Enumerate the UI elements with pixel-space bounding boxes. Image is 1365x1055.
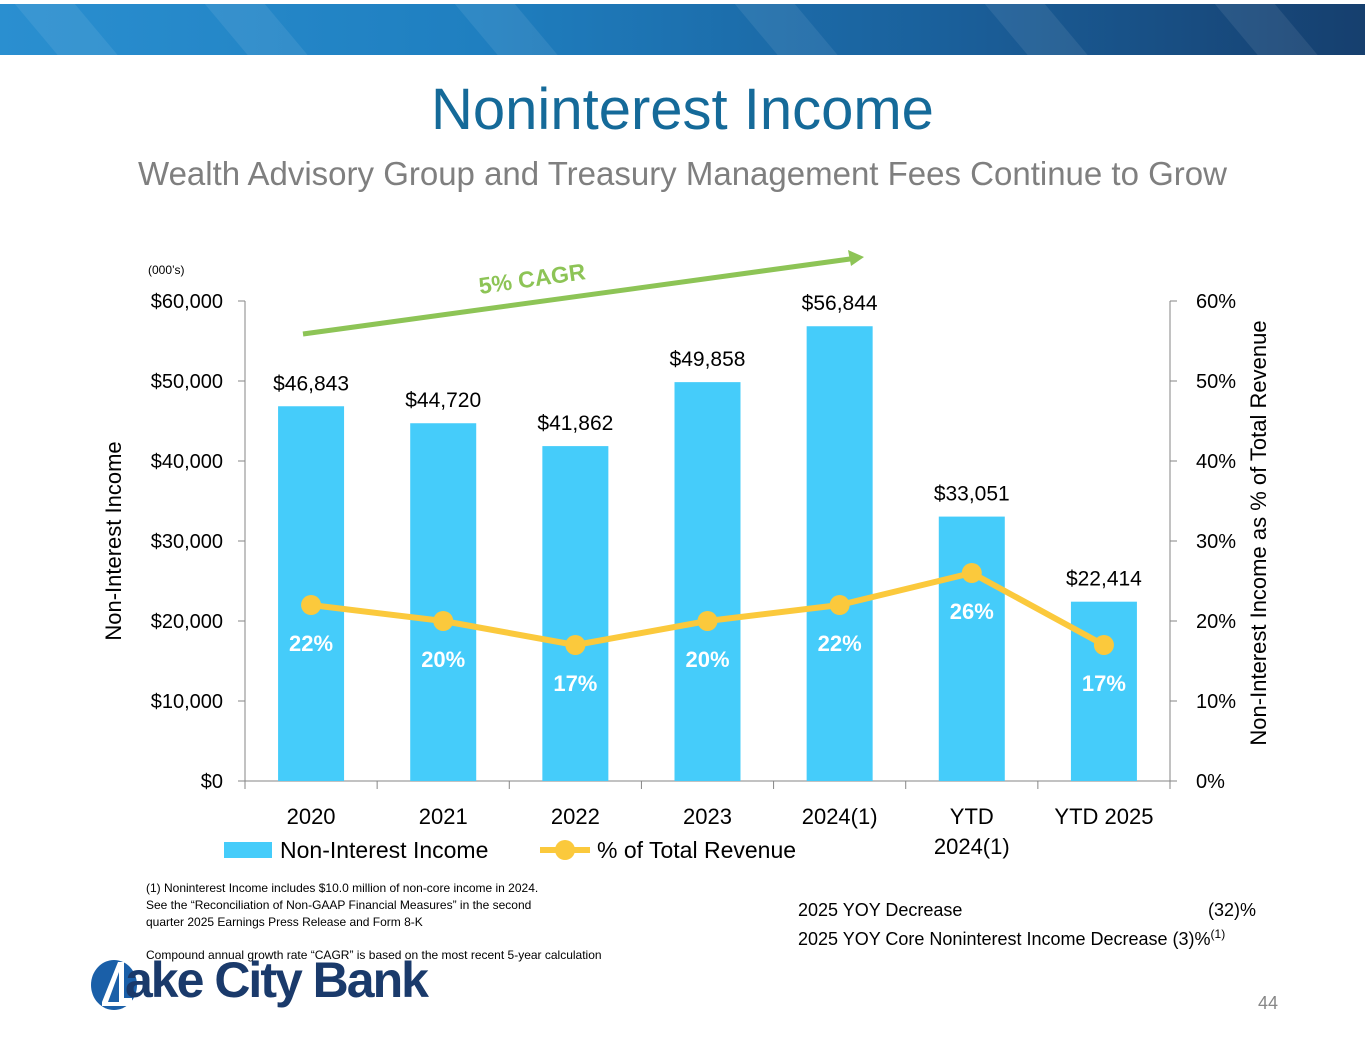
y-tick-label: $30,000 [151, 531, 223, 553]
y2-tick-label: 50% [1196, 371, 1236, 393]
revenue-pct-point [433, 611, 454, 631]
revenue-pct-point [697, 611, 718, 631]
yoy-decrease-value: (32)% [1208, 900, 1257, 920]
bar-value-label: $41,862 [537, 412, 613, 435]
bar [542, 446, 609, 781]
page-number: 44 [1258, 993, 1279, 1013]
bar [938, 516, 1005, 781]
bar-value-label: $22,414 [1066, 568, 1142, 591]
lake-city-bank-logo-icon [91, 960, 137, 1010]
x-tick-label: 2020 [287, 804, 336, 829]
bar-value-label: $56,844 [802, 292, 878, 315]
yoy-core-decrease: 2025 YOY Core Noninterest Income Decreas… [798, 927, 1225, 950]
footnote-1-line: See the “Reconciliation of Non-GAAP Fina… [146, 898, 532, 912]
y2-tick-label: 0% [1196, 771, 1225, 793]
revenue-pct-label: 22% [818, 631, 862, 656]
page-title: Noninterest Income [431, 77, 934, 142]
revenue-pct-label: 17% [1082, 671, 1126, 696]
cagr-trend-arrow [302, 256, 851, 337]
bar-value-label: $44,720 [405, 389, 481, 412]
y-tick-label: $60,000 [151, 291, 223, 313]
bar-value-label: $46,843 [273, 372, 349, 395]
revenue-pct-label: 17% [553, 671, 597, 696]
y2-tick-label: 10% [1196, 691, 1236, 713]
bar-value-label: $33,051 [934, 483, 1010, 506]
logo-wordmark: ake City Bank [125, 952, 429, 1008]
y-tick-label: $10,000 [151, 691, 223, 713]
bar [806, 326, 873, 781]
legend-swatch-point [555, 840, 575, 860]
bar [278, 406, 345, 781]
cagr-label: 5% CAGR [477, 258, 587, 299]
footnote-1-line: quarter 2025 Earnings Press Release and … [146, 915, 423, 929]
y2-axis-title: Non-Interest Income as % of Total Revenu… [1246, 320, 1271, 745]
x-tick-label: YTD 2025 [1054, 804, 1153, 829]
y-tick-label: $50,000 [151, 371, 223, 393]
y2-tick-label: 30% [1196, 531, 1236, 553]
y-axis-title: Non-Interest Income [101, 441, 126, 640]
footnote-1: (1) Noninterest Income includes $10.0 mi… [146, 880, 538, 931]
x-tick-label: 2023 [683, 804, 732, 829]
cagr-arrowhead [848, 250, 864, 266]
yoy-core-decrease-label: 2025 YOY Core Noninterest Income Decreas… [798, 929, 1211, 949]
legend-swatch-bar [224, 842, 272, 858]
page-subtitle: Wealth Advisory Group and Treasury Manag… [138, 155, 1227, 192]
x-tick-label: 2024(1) [802, 804, 878, 829]
y-tick-label: $20,000 [151, 611, 223, 633]
y-tick-label: $0 [201, 771, 223, 793]
revenue-pct-label: 20% [685, 647, 729, 672]
y-tick-label: $40,000 [151, 451, 223, 473]
noninterest-income-chart: $0 $10,000 $20,000 $30,000 $40,000 $50,000 $60… [101, 250, 1271, 863]
cagr-footnote: Compound annual growth rate “CAGR” is ba… [146, 948, 602, 962]
units-note: (000’s) [148, 263, 185, 277]
x-tick-label: 2022 [551, 804, 600, 829]
y2-tick-label: 60% [1196, 291, 1236, 313]
revenue-pct-label: 26% [950, 599, 994, 624]
x-tick-label: YTD [950, 804, 994, 829]
x-tick-label: 2021 [419, 804, 468, 829]
yoy-core-footnote-ref: (1) [1210, 927, 1226, 941]
y2-tick-label: 40% [1196, 451, 1236, 473]
x-tick-label: 2024(1) [934, 834, 1010, 859]
bar [674, 382, 741, 781]
revenue-pct-label: 20% [421, 647, 465, 672]
revenue-pct-point [961, 563, 982, 583]
y2-tick-label: 20% [1196, 611, 1236, 633]
bar [410, 423, 477, 781]
revenue-pct-point [301, 595, 322, 615]
yoy-decrease: 2025 YOY Decrease (32)% [798, 900, 1256, 921]
legend-label-bar: Non-Interest Income [280, 837, 488, 863]
bar-value-label: $49,858 [670, 348, 746, 371]
revenue-pct-label: 22% [289, 631, 333, 656]
header-bar [0, 4, 1365, 55]
revenue-pct-point [829, 595, 850, 615]
footnote-1-line: (1) Noninterest Income includes $10.0 mi… [146, 881, 539, 895]
revenue-pct-point [1093, 635, 1114, 655]
yoy-decrease-label: 2025 YOY Decrease [798, 900, 963, 920]
revenue-pct-point [565, 635, 586, 655]
legend-label-line: % of Total Revenue [597, 837, 796, 863]
